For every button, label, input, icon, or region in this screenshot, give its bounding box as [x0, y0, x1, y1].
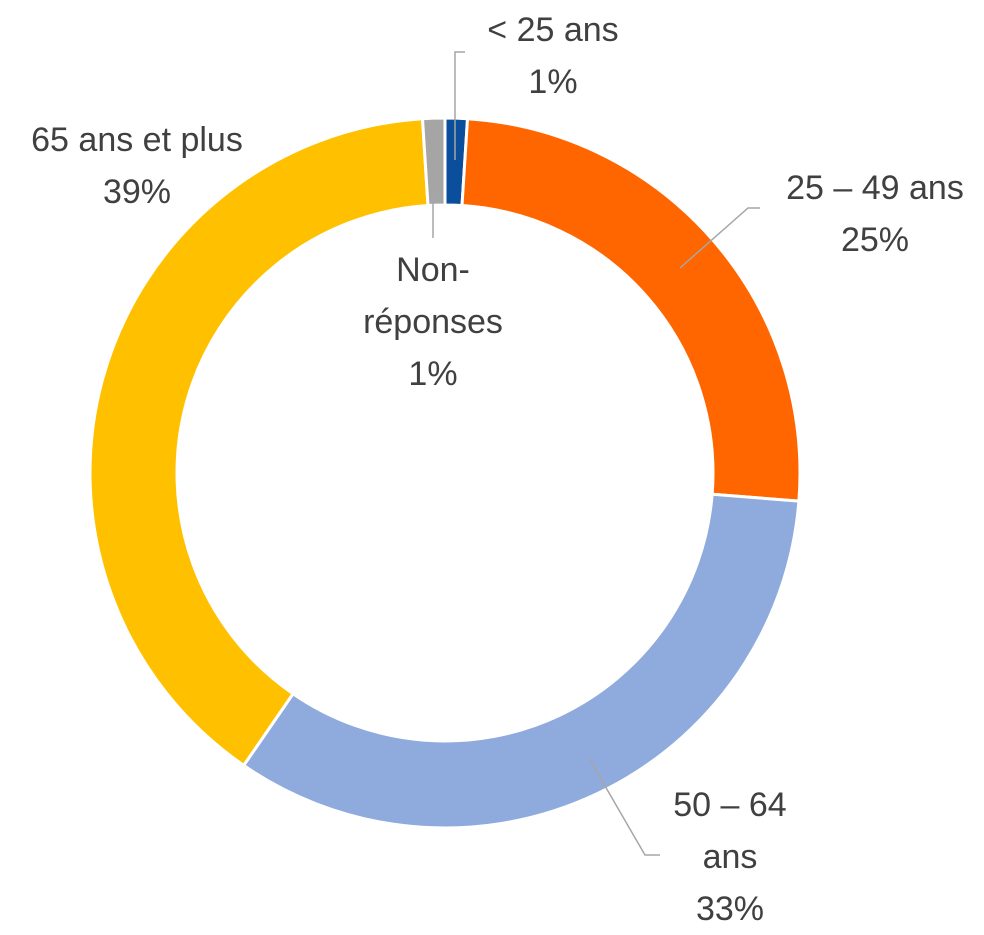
donut-slice — [88, 117, 430, 768]
category-label: 65 ans et plus — [31, 121, 243, 159]
data-label: 25 – 49 ans 25% — [760, 162, 984, 266]
category-label: Non-réponses — [363, 251, 503, 341]
data-label: 50 – 64 ans 33% — [655, 779, 805, 935]
leader-line — [589, 759, 660, 856]
leader-line — [679, 207, 760, 269]
value-label: 25% — [840, 221, 910, 259]
value-label: 1% — [408, 355, 458, 393]
donut-slice — [241, 492, 801, 830]
data-label: Non-réponses 1% — [348, 244, 518, 400]
value-label: 39% — [102, 173, 172, 211]
data-label: 65 ans et plus 39% — [7, 114, 267, 218]
category-label: 50 – 64 ans — [673, 786, 787, 876]
data-label: < 25 ans 1% — [443, 4, 663, 108]
category-label: 25 – 49 ans — [786, 169, 964, 207]
leader-line — [454, 51, 465, 160]
donut-slice — [420, 116, 447, 208]
value-label: 33% — [695, 890, 765, 928]
value-label: 1% — [528, 63, 578, 101]
category-label: < 25 ans — [487, 11, 619, 49]
